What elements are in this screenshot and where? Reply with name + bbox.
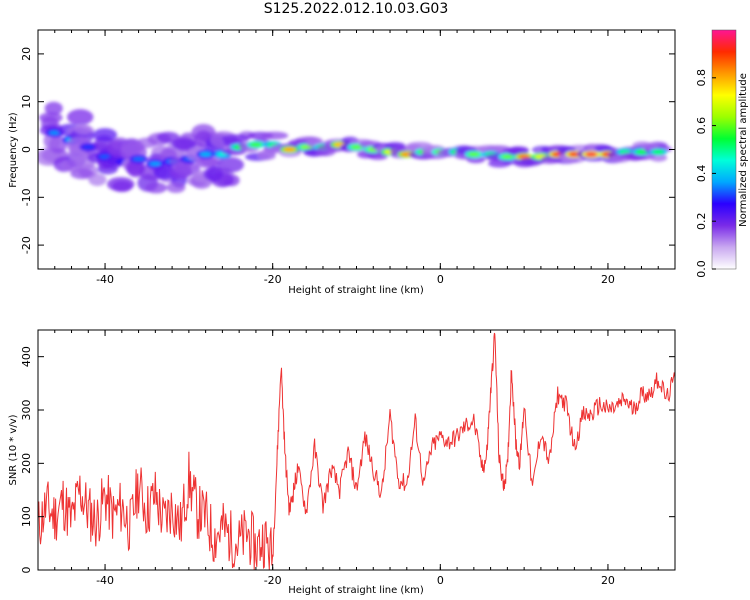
y-tick-label: -10 [20,188,33,206]
spectrogram-halo [257,152,276,161]
x-tick-label: -40 [96,273,114,286]
colorbar-tick-label: 0.0 [695,260,708,278]
snr-marks [38,332,675,570]
y-tick-label: 20 [20,47,33,61]
x-tick-label: 0 [437,574,444,587]
y-tick-label: 300 [20,400,33,421]
y-tick-label: 0 [20,146,33,153]
spectrogram-halo [641,142,659,151]
colorbar-tick-label: 0.4 [695,165,708,183]
spectrogram-ridge-peak [467,152,480,157]
x-tick-label: -40 [96,574,114,587]
spectrogram-halo [156,131,180,143]
spectrogram-halo [166,182,186,193]
x-tick-label: -20 [264,574,282,587]
spectrogram-halo [111,180,133,192]
colorbar-ticks: 0.0 0.2 0.4 0.6 0.8 [695,69,716,278]
spectrogram-halo [92,128,118,142]
spectrogram-y-label: Frequency (Hz) [8,112,19,188]
spectrogram-ridge-peak [350,144,363,150]
spectrogram-halo [145,182,167,194]
spectrogram-ridge-peak [132,156,145,162]
spectrogram-ridge-peak [249,142,262,147]
spectrogram-halo [153,164,176,180]
spectrogram-halo [88,173,107,186]
y-tick-label: 10 [20,95,33,109]
spectrogram-ridge-peak [501,154,514,159]
spectrogram-halo [649,153,668,162]
spectrogram-ridge-peak [635,149,648,155]
snr-series-line [38,332,675,570]
y-tick-label: 100 [20,506,33,527]
spectrogram-ridge-peak [149,161,162,166]
snr-plot-area [38,330,675,570]
spectrogram-ridge-peak [82,144,95,150]
colorbar-tick-label: 0.2 [695,212,708,230]
spectrogram-ridge-peak [652,149,665,155]
x-tick-label: 20 [601,574,615,587]
colorbar: 0.0 0.2 0.4 0.6 0.8 Normalized spectral ampl… [695,29,749,278]
spectrogram-halo [594,144,613,153]
spectrogram-halo [508,146,529,155]
spectrogram-halo [221,134,250,143]
spectrogram-ticks: -40 -20 0 20 -20 -10 0 10 20 [20,30,676,286]
spectrogram-halo [67,109,94,126]
spectrogram-panel: -40 -20 0 20 -20 -10 0 10 20 Height of straight … [8,29,676,296]
spectrogram-halo [260,131,289,140]
colorbar-label: Normalized spectral amplitude [738,73,749,227]
chart-title: S125.2022.012.10.03.G03 [263,1,449,17]
spectrogram-halo [44,101,63,116]
spectrogram-halo [203,167,224,182]
colorbar-tick-label: 0.8 [695,69,708,87]
spectrogram-ridge-peak [283,147,296,152]
colorbar-tick-label: 0.6 [695,117,708,135]
spectrogram-blobs [38,101,672,194]
colorbar-gradient [712,30,736,269]
spectrogram-ridge-peak [199,152,212,157]
snr-y-label: SNR (10 * v/v) [8,414,19,485]
spectrogram-x-label: Height of straight line (km) [288,285,424,296]
spectrogram-halo [70,168,94,180]
y-tick-label: 0 [20,567,33,574]
snr-x-label: Height of straight line (km) [288,585,424,596]
spectrogram-halo [217,157,244,173]
spectrogram-halo [171,138,196,150]
spectrogram-halo [74,124,93,135]
x-tick-label: 0 [437,273,444,286]
spectrogram-halo [488,159,511,168]
spectrogram-ridge-peak [585,152,598,157]
spectrogram-halo [195,157,220,169]
y-tick-label: 200 [20,453,33,474]
spectrogram-halo [477,145,501,153]
x-tick-label: -20 [264,273,282,286]
spectrogram-marks [38,101,672,194]
y-tick-label: -20 [20,236,33,254]
x-tick-label: 20 [601,273,615,286]
spectrogram-halo [120,138,144,157]
y-tick-label: 400 [20,346,33,367]
colorbar-frame [711,29,737,270]
